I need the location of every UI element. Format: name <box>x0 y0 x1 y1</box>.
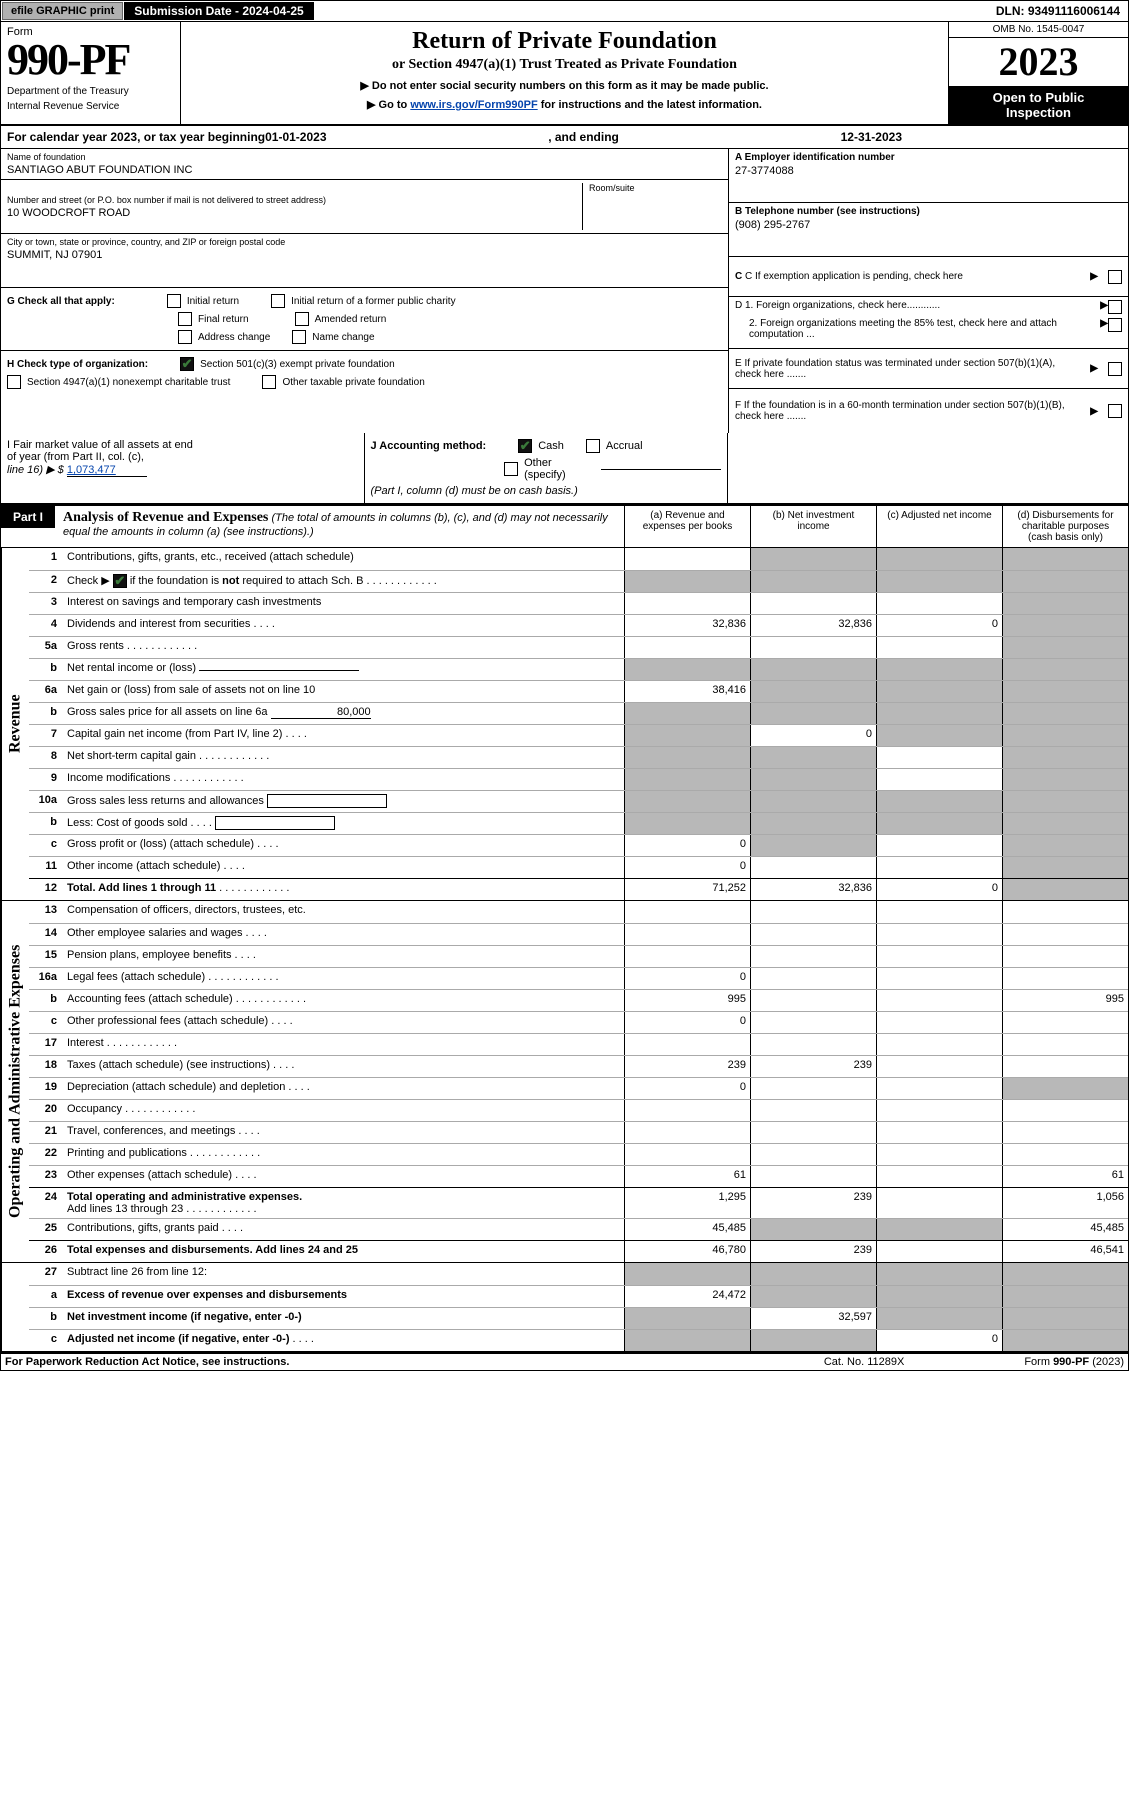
instruction-2: ▶ Go to www.irs.gov/Form990PF for instru… <box>189 98 940 111</box>
amended-return-checkbox[interactable] <box>295 312 309 326</box>
status-terminated-checkbox[interactable] <box>1108 362 1122 376</box>
instruction-1: ▶ Do not enter social security numbers o… <box>189 79 940 92</box>
section-j: J Accounting method: ✔Cash Accrual Other… <box>365 433 729 503</box>
form-number: 990-PF <box>7 38 174 82</box>
col-a-header: (a) Revenue and expenses per books <box>624 506 750 547</box>
section-c: C C If exemption application is pending,… <box>729 257 1128 297</box>
foreign-85-checkbox[interactable] <box>1108 318 1122 332</box>
section-f: F If the foundation is in a 60-month ter… <box>729 389 1128 433</box>
final-return-checkbox[interactable] <box>178 312 192 326</box>
form-header: Form 990-PF Department of the Treasury I… <box>0 22 1129 126</box>
room-suite-label: Room/suite <box>589 183 722 193</box>
part-1-table: Revenue 1Contributions, gifts, grants, e… <box>0 548 1129 1352</box>
other-method-checkbox[interactable] <box>504 462 518 476</box>
col-b-header: (b) Net investment income <box>750 506 876 547</box>
60-month-checkbox[interactable] <box>1108 404 1122 418</box>
city-cell: City or town, state or province, country… <box>1 234 728 288</box>
dept-irs: Internal Revenue Service <box>7 101 174 112</box>
cash-checkbox[interactable]: ✔ <box>518 439 532 453</box>
expenses-side-label: Operating and Administrative Expenses <box>1 901 29 1262</box>
revenue-side-label: Revenue <box>1 548 29 900</box>
exemption-pending-checkbox[interactable] <box>1108 270 1122 284</box>
address-change-checkbox[interactable] <box>178 330 192 344</box>
accrual-checkbox[interactable] <box>586 439 600 453</box>
foundation-name-cell: Name of foundation SANTIAGO ABUT FOUNDAT… <box>1 149 728 180</box>
section-h: H Check type of organization: ✔Section 5… <box>1 351 728 395</box>
form-link[interactable]: www.irs.gov/Form990PF <box>410 99 537 111</box>
sch-b-checkbox[interactable]: ✔ <box>113 574 127 588</box>
fmv-link[interactable]: 1,073,477 <box>67 464 147 477</box>
efile-button[interactable]: efile GRAPHIC print <box>2 2 123 20</box>
calendar-year-row: For calendar year 2023, or tax year begi… <box>0 126 1129 149</box>
submission-date: Submission Date - 2024-04-25 <box>124 2 313 20</box>
4947-checkbox[interactable] <box>7 375 21 389</box>
dept-treasury: Department of the Treasury <box>7 86 174 97</box>
dln: DLN: 93491116006144 <box>988 2 1128 20</box>
col-c-header: (c) Adjusted net income <box>876 506 1002 547</box>
foreign-org-checkbox[interactable] <box>1108 300 1122 314</box>
tax-year: 2023 <box>949 38 1128 86</box>
open-inspection: Open to PublicInspection <box>949 86 1128 124</box>
section-g: G Check all that apply: Initial return I… <box>1 288 728 351</box>
col-d-header: (d) Disbursements for charitable purpose… <box>1002 506 1128 547</box>
section-e: E If private foundation status was termi… <box>729 349 1128 389</box>
form-title: Return of Private Foundation <box>189 28 940 55</box>
form-subtitle: or Section 4947(a)(1) Trust Treated as P… <box>189 57 940 73</box>
address-cell: Number and street (or P.O. box number if… <box>1 180 728 234</box>
ein-cell: A Employer identification number 27-3774… <box>729 149 1128 203</box>
501c3-checkbox[interactable]: ✔ <box>180 357 194 371</box>
phone-cell: B Telephone number (see instructions) (9… <box>729 203 1128 257</box>
page-footer: For Paperwork Reduction Act Notice, see … <box>0 1352 1129 1371</box>
initial-return-checkbox[interactable] <box>167 294 181 308</box>
top-bar: efile GRAPHIC print Submission Date - 20… <box>0 0 1129 22</box>
section-i: I Fair market value of all assets at end… <box>1 433 365 503</box>
section-d: D 1. Foreign organizations, check here..… <box>729 297 1128 349</box>
initial-former-checkbox[interactable] <box>271 294 285 308</box>
other-taxable-checkbox[interactable] <box>262 375 276 389</box>
name-change-checkbox[interactable] <box>292 330 306 344</box>
omb-number: OMB No. 1545-0047 <box>949 22 1128 38</box>
part-1-header: Part I Analysis of Revenue and Expenses … <box>0 504 1129 548</box>
